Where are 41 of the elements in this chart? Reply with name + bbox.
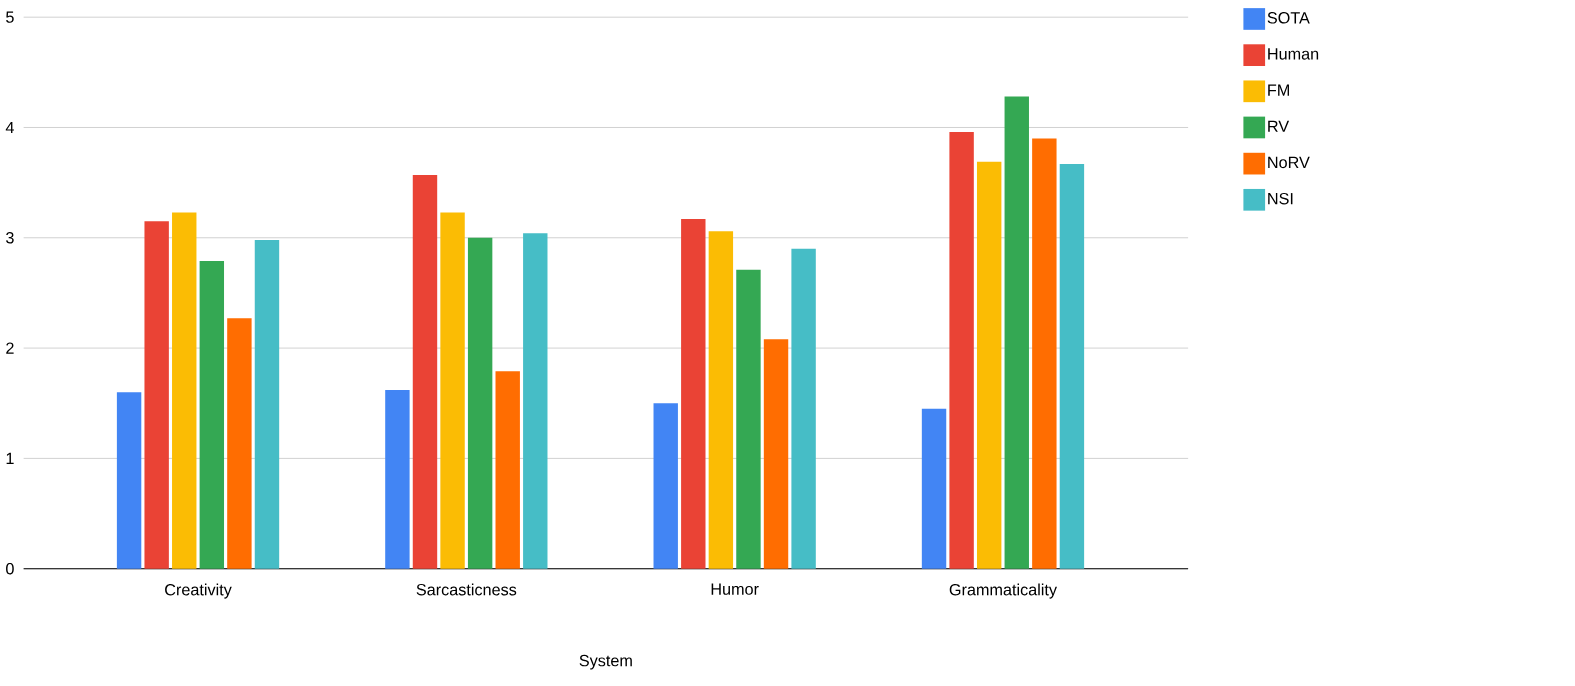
legend-label: NSI — [1268, 192, 1293, 205]
bar — [199, 260, 225, 569]
bar — [1059, 163, 1085, 569]
bar — [523, 233, 548, 569]
bar — [254, 239, 280, 569]
bar — [653, 403, 678, 569]
y-tick-label: 1 — [6, 452, 14, 464]
bar — [736, 269, 761, 569]
bar — [144, 221, 169, 569]
bar — [976, 161, 1002, 569]
bar — [1032, 138, 1057, 569]
bar — [763, 339, 789, 569]
bar — [1004, 96, 1029, 569]
bar — [227, 318, 252, 569]
legend-label: FM — [1268, 84, 1289, 96]
legend-label: NoRV — [1268, 156, 1310, 169]
y-tick-label: 5 — [6, 11, 14, 23]
bar — [467, 237, 493, 569]
bar — [708, 231, 734, 569]
y-tick-label: 4 — [5, 121, 14, 133]
x-tick-label: Sarcasticness — [416, 583, 517, 596]
x-axis-title: System — [579, 654, 632, 670]
bar — [791, 248, 816, 569]
legend-label: Human — [1268, 48, 1319, 60]
bar — [921, 408, 947, 569]
y-tick-label: 0 — [6, 562, 14, 575]
y-tick-label: 3 — [6, 231, 14, 244]
bar — [440, 212, 465, 569]
bar — [385, 389, 410, 569]
legend-label: RV — [1268, 120, 1290, 132]
legend-label: SOTA — [1267, 11, 1310, 24]
bar — [116, 392, 142, 569]
x-tick-label: Humor — [711, 583, 759, 595]
bar — [949, 131, 974, 569]
bar — [495, 371, 520, 569]
y-tick-label: 2 — [6, 342, 14, 354]
x-tick-label: Grammaticality — [949, 583, 1057, 599]
bar — [172, 212, 197, 569]
x-tick-label: Creativity — [165, 583, 232, 599]
bar — [412, 174, 438, 569]
bar — [681, 218, 706, 569]
